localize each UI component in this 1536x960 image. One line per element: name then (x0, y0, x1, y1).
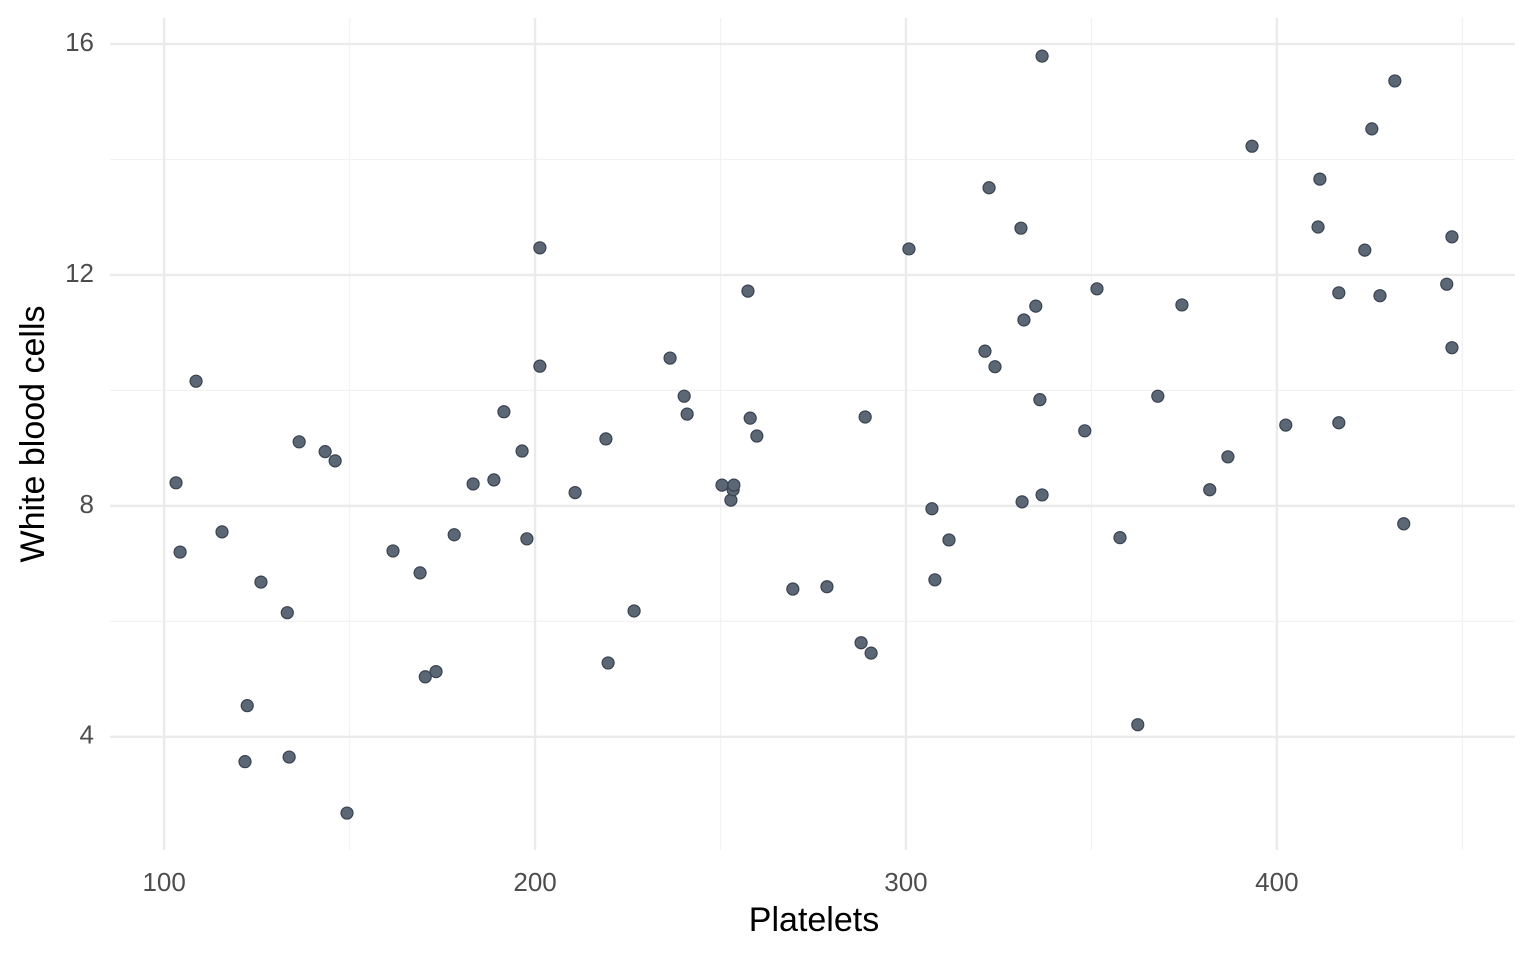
point (447, 528, 461, 542)
point (280, 606, 294, 620)
x-tick-label: 300 (884, 867, 927, 897)
point (1203, 483, 1217, 497)
point (1373, 289, 1387, 303)
point (1090, 282, 1104, 296)
point (743, 411, 757, 425)
point (925, 502, 939, 516)
point (1397, 517, 1411, 531)
point (1279, 418, 1293, 432)
x-tick-label: 200 (513, 867, 556, 897)
point (1221, 450, 1235, 464)
x-tick-label: 400 (1255, 867, 1298, 897)
point (627, 604, 641, 618)
point (189, 374, 203, 388)
point (1017, 313, 1031, 327)
point (1388, 74, 1402, 88)
point (1445, 341, 1459, 355)
point (533, 359, 547, 373)
point (1445, 230, 1459, 244)
point (1131, 718, 1145, 732)
point (215, 525, 229, 539)
point (1035, 49, 1049, 63)
point (418, 670, 432, 684)
point (902, 242, 916, 256)
point (1311, 220, 1325, 234)
point (1358, 243, 1372, 257)
point (820, 580, 834, 594)
point (497, 405, 511, 419)
point (466, 477, 480, 491)
point (864, 646, 878, 660)
point (533, 241, 547, 255)
point (1440, 277, 1454, 291)
point (928, 573, 942, 587)
y-tick-label: 8 (80, 489, 94, 519)
point (487, 473, 501, 487)
point (173, 545, 187, 559)
point (741, 284, 755, 298)
point (1078, 424, 1092, 438)
point (858, 410, 872, 424)
point (328, 454, 342, 468)
point (978, 344, 992, 358)
y-tick-label: 4 (80, 720, 94, 750)
point (1151, 389, 1165, 403)
point (520, 532, 534, 546)
point (282, 750, 296, 764)
y-tick-label: 16 (65, 27, 94, 57)
point (386, 544, 400, 558)
point (1035, 488, 1049, 502)
point (1029, 299, 1043, 313)
point (727, 478, 741, 492)
point (982, 181, 996, 195)
point (240, 699, 254, 713)
point (1332, 286, 1346, 300)
point (715, 478, 729, 492)
point (750, 429, 764, 443)
point (677, 389, 691, 403)
point (1033, 393, 1047, 407)
point (413, 566, 427, 580)
x-axis-title: Platelets (749, 901, 879, 939)
point (1175, 298, 1189, 312)
point (942, 533, 956, 547)
point (1365, 122, 1379, 136)
point (169, 476, 183, 490)
point (680, 407, 694, 421)
x-tick-label: 100 (142, 867, 185, 897)
point (568, 486, 582, 500)
point (1313, 172, 1327, 186)
point (340, 806, 354, 820)
point (599, 432, 613, 446)
point (318, 445, 332, 459)
point (1014, 221, 1028, 235)
point (1245, 139, 1259, 153)
point (292, 435, 306, 449)
y-axis-title: White blood cells (14, 305, 52, 562)
point (429, 664, 443, 679)
point (1113, 531, 1127, 545)
point (1332, 416, 1346, 430)
point (786, 582, 800, 596)
point (238, 755, 252, 769)
point (1015, 495, 1029, 509)
y-tick-label: 12 (65, 258, 94, 288)
point (663, 351, 677, 365)
point (254, 575, 268, 589)
point (601, 656, 615, 670)
point (515, 444, 529, 458)
point (854, 636, 868, 650)
point (988, 360, 1002, 374)
